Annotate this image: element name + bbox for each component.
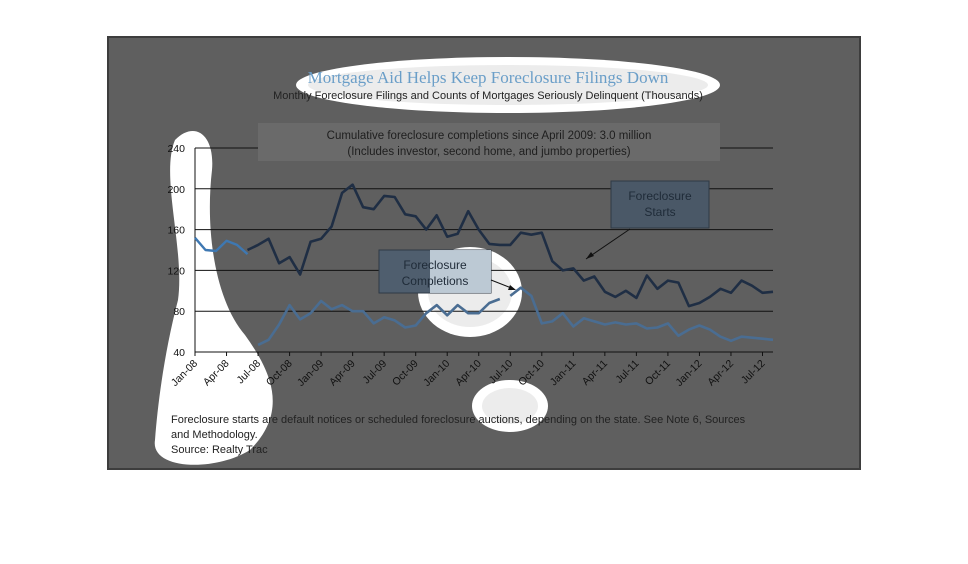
series-starts-line: [246, 183, 774, 308]
callout-completions-arrowhead: [508, 285, 516, 290]
y-tick-label: 80: [173, 306, 185, 318]
callout-starts-line-1: Foreclosure: [628, 189, 692, 203]
y-tick-label: 120: [167, 265, 185, 277]
left-highlight: [154, 131, 273, 465]
callout-starts-arrowhead: [586, 252, 594, 259]
chart-subtitle: Monthly Foreclosure Filings and Counts o…: [273, 90, 703, 102]
cumulative-banner: [258, 123, 720, 161]
series-completions-line: [509, 286, 774, 343]
callout-starts-arrow: [585, 228, 631, 260]
footnote-source: Source: Realty Trac: [171, 444, 268, 456]
series-starts-early-line: [194, 237, 249, 256]
banner-line-2: (Includes investor, second home, and jum…: [347, 146, 630, 158]
callout-starts-line-2: Starts: [644, 205, 675, 219]
callout-completions-line-1: Foreclosure: [403, 258, 467, 272]
y-tick-label: 160: [167, 225, 185, 237]
callout-completions-highlight: [430, 250, 491, 293]
y-axis-ticks: 40 80 120 160 200 240: [167, 143, 185, 359]
footnote-line-1: Foreclosure starts are default notices o…: [171, 414, 746, 426]
footnote-line-2: and Methodology.: [171, 429, 258, 441]
banner-line-1: Cumulative foreclosure completions since…: [327, 130, 652, 142]
series-group: [194, 183, 774, 347]
y-tick-label: 40: [173, 347, 185, 359]
chart-title: Mortgage Aid Helps Keep Foreclosure Fili…: [308, 68, 669, 87]
y-tick-label: 200: [167, 184, 185, 196]
y-tick-label: 240: [167, 143, 185, 155]
callout-completions-line-2: Completions: [402, 274, 469, 288]
callout-starts-box: [610, 180, 710, 229]
series-completions-early-line: [257, 297, 501, 347]
